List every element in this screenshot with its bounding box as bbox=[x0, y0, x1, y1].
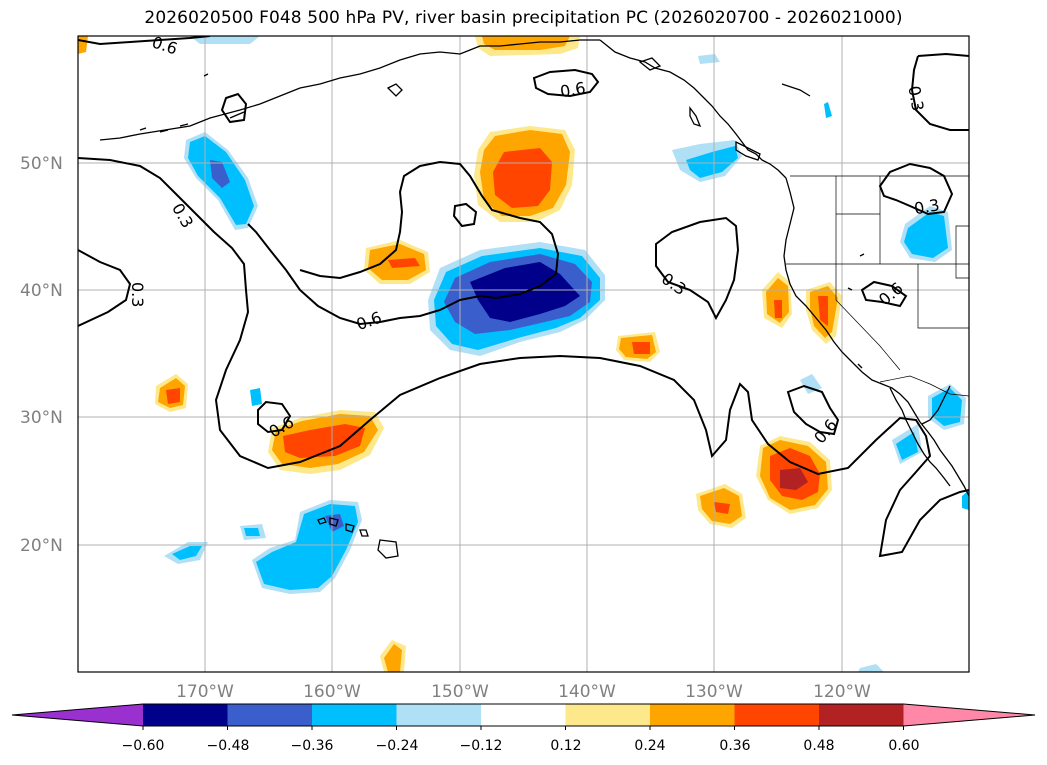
latitude-labels: 50°N 40°N 30°N 20°N bbox=[20, 154, 63, 556]
colorbar-extend-max bbox=[903, 704, 1035, 726]
contour-label: 0.3 bbox=[904, 84, 927, 112]
contour-label: 0.6 bbox=[150, 32, 180, 58]
precip-patch-small-orange-2 bbox=[616, 332, 660, 362]
lat-label: 50°N bbox=[20, 154, 63, 174]
precip-patch-top-center bbox=[475, 36, 580, 56]
contour-label: 0.6 bbox=[559, 78, 587, 101]
precip-patch-small-blue-3 bbox=[244, 528, 260, 536]
colorbar-segment bbox=[650, 704, 735, 726]
colorbar-tick-label: 0.36 bbox=[719, 738, 750, 754]
precip-patch-subtropical-positive bbox=[268, 410, 384, 474]
colorbar-labels: −0.60 −0.48 −0.36 −0.24 −0.12 0.12 0.24 … bbox=[122, 738, 920, 754]
colorbar-segment bbox=[565, 704, 651, 726]
colorbar-segment bbox=[143, 704, 228, 726]
lon-label: 160°W bbox=[303, 682, 361, 702]
precip-patch-small-orange-3 bbox=[155, 374, 188, 412]
colorbar bbox=[11, 703, 1036, 730]
longitude-labels: 170°W 160°W 150°W 140°W 130°W 120°W bbox=[176, 682, 871, 702]
contour-label: 0.3 bbox=[128, 282, 147, 307]
lon-label: 140°W bbox=[558, 682, 616, 702]
precip-patch-coast-negative bbox=[672, 140, 742, 182]
precip-patch-bottom-orange bbox=[380, 640, 406, 672]
colorbar-tick-label: 0.60 bbox=[888, 738, 919, 754]
chart-title: 2026020500 F048 500 hPa PV, river basin … bbox=[144, 8, 903, 28]
colorbar-segment bbox=[227, 704, 313, 726]
precip-patch-tiny-blue bbox=[250, 388, 262, 406]
lon-label: 170°W bbox=[176, 682, 234, 702]
lon-label: 130°W bbox=[685, 682, 743, 702]
colorbar-segment bbox=[396, 704, 482, 726]
gridlines bbox=[78, 36, 969, 672]
precip-patch-small-orange-4 bbox=[696, 484, 746, 528]
precip-patch-bottom-blue bbox=[858, 664, 884, 672]
political-borders bbox=[786, 175, 969, 397]
colorbar-segment bbox=[481, 704, 566, 726]
precip-patch-blue-dot bbox=[824, 102, 832, 118]
precip-patch-east-positive bbox=[756, 436, 832, 514]
precip-patch-north-pacific-positive bbox=[474, 126, 575, 222]
precip-patch-california bbox=[762, 272, 842, 344]
contour-label: 0.3 bbox=[913, 195, 941, 218]
lon-label: 150°W bbox=[431, 682, 489, 702]
colorbar-tick-label: 0.48 bbox=[803, 738, 834, 754]
coastlines bbox=[99, 39, 969, 559]
colorbar-tick-label: −0.36 bbox=[291, 738, 334, 754]
colorbar-segment bbox=[312, 704, 397, 726]
colorbar-tick-label: −0.12 bbox=[460, 738, 503, 754]
colorbar-tick-label: −0.24 bbox=[376, 738, 419, 754]
lat-label: 30°N bbox=[20, 408, 63, 428]
colorbar-tick-label: 0.12 bbox=[550, 738, 581, 754]
colorbar-segment bbox=[734, 704, 820, 726]
lat-label: 20°N bbox=[20, 536, 63, 556]
colorbar-segment bbox=[819, 704, 904, 726]
precip-patch-lightblue-top bbox=[190, 36, 260, 44]
colorbar-extend-min bbox=[12, 704, 143, 726]
map-frame bbox=[77, 35, 970, 673]
lon-label: 120°W bbox=[813, 682, 871, 702]
colorbar-tick-label: −0.48 bbox=[207, 738, 250, 754]
lat-label: 40°N bbox=[20, 281, 63, 301]
precip-patch-small-blue-5 bbox=[172, 546, 202, 560]
colorbar-tick-label: −0.60 bbox=[122, 738, 165, 754]
colorbar-tick-label: 0.24 bbox=[634, 738, 665, 754]
pv-contours bbox=[78, 36, 969, 558]
precip-patch-small-orange-1 bbox=[364, 240, 430, 284]
precip-patch-intermountain-negative bbox=[900, 206, 952, 262]
